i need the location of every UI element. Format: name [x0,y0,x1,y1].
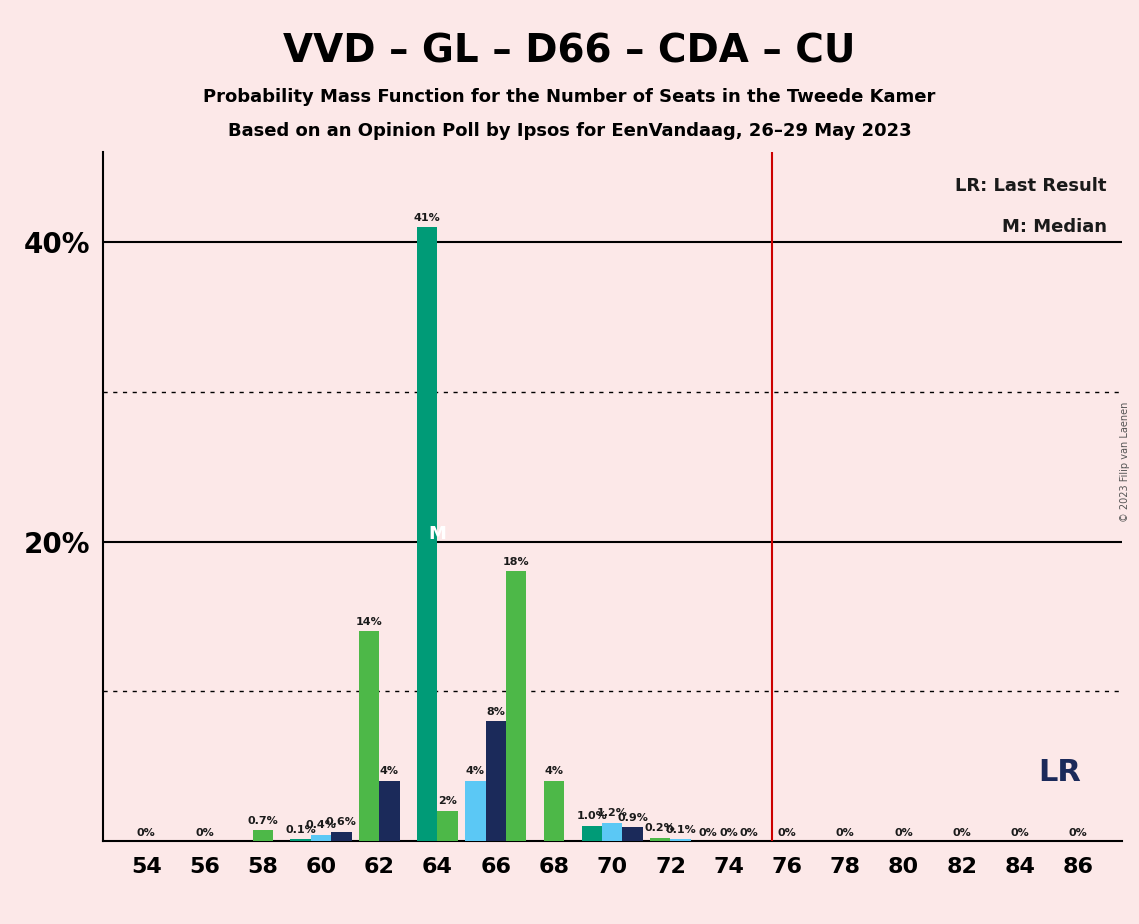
Text: 8%: 8% [486,707,506,717]
Text: © 2023 Filip van Laenen: © 2023 Filip van Laenen [1120,402,1130,522]
Bar [485,721,506,841]
Text: 4%: 4% [380,767,399,776]
Text: 0%: 0% [720,828,738,838]
Text: 0.1%: 0.1% [285,825,316,835]
Bar [253,831,273,841]
Text: 41%: 41% [413,213,441,223]
Bar [622,827,642,841]
Text: LR: LR [1039,758,1081,786]
Text: 0%: 0% [952,828,972,838]
Bar [359,631,379,841]
Bar [650,838,671,841]
Text: 0.6%: 0.6% [326,818,357,827]
Text: 0%: 0% [739,828,759,838]
Text: Based on an Opinion Poll by Ipsos for EenVandaag, 26–29 May 2023: Based on an Opinion Poll by Ipsos for Ee… [228,122,911,140]
Text: 0%: 0% [137,828,156,838]
Bar [311,835,331,841]
Bar [379,781,400,841]
Text: 18%: 18% [502,557,530,567]
Text: 0.4%: 0.4% [305,821,336,831]
Text: 4%: 4% [544,767,564,776]
Text: 0.1%: 0.1% [665,825,696,835]
Bar [671,839,691,841]
Bar [582,826,603,841]
Text: 0.2%: 0.2% [645,823,675,833]
Text: 2%: 2% [439,796,457,807]
Bar [543,781,564,841]
Text: 0%: 0% [894,828,912,838]
Text: 0.9%: 0.9% [617,813,648,823]
Text: 1.2%: 1.2% [597,808,628,819]
Text: 0%: 0% [195,828,214,838]
Bar [290,839,311,841]
Text: M: M [428,525,446,543]
Bar [603,823,622,841]
Bar [465,781,485,841]
Bar [506,571,526,841]
Text: 0%: 0% [1068,828,1088,838]
Bar [437,811,458,841]
Text: 0%: 0% [836,828,854,838]
Text: 1.0%: 1.0% [576,811,607,821]
Text: M: Median: M: Median [1001,218,1107,236]
Text: 0%: 0% [778,828,796,838]
Text: VVD – GL – D66 – CDA – CU: VVD – GL – D66 – CDA – CU [284,32,855,70]
Text: Probability Mass Function for the Number of Seats in the Tweede Kamer: Probability Mass Function for the Number… [204,88,935,105]
Bar [331,832,352,841]
Text: 0%: 0% [699,828,718,838]
Text: LR: Last Result: LR: Last Result [956,176,1107,195]
Bar [417,227,437,841]
Text: 0%: 0% [1010,828,1030,838]
Text: 0.7%: 0.7% [247,816,278,826]
Text: 4%: 4% [466,767,485,776]
Text: 14%: 14% [355,617,383,626]
